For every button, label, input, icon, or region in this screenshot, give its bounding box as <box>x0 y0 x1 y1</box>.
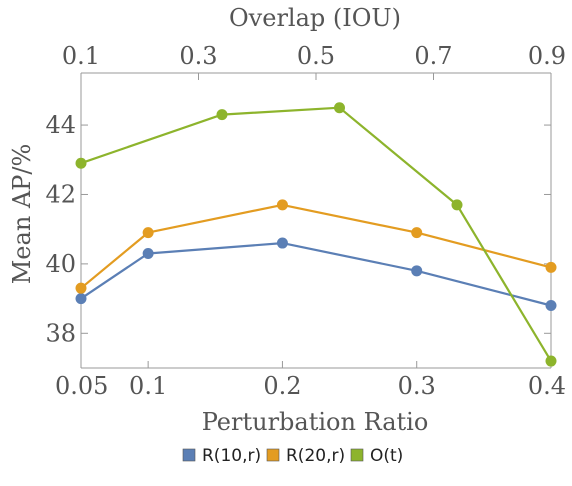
legend-label: O(t) <box>370 446 403 466</box>
data-point <box>142 227 154 239</box>
data-point <box>142 247 154 259</box>
x-tick-label: 0.3 <box>398 372 436 400</box>
legend: R(10,r) R(20,r) O(t) <box>182 446 403 466</box>
data-point <box>451 199 463 211</box>
x-tick-label: 0.4 <box>528 372 566 400</box>
top-tick-label: 0.3 <box>179 42 217 70</box>
data-point <box>334 102 345 114</box>
legend-swatch <box>266 448 280 462</box>
plot-frame <box>80 72 552 369</box>
data-point <box>75 157 87 169</box>
top-tick-label: 0.9 <box>528 42 566 70</box>
data-point <box>75 293 87 305</box>
data-point <box>276 237 288 249</box>
x-tick-label: 0.05 <box>55 372 108 400</box>
y-tick-label: 38 <box>45 319 76 347</box>
legend-swatch <box>182 448 196 462</box>
x-tick-label: 0.2 <box>263 372 301 400</box>
x-tick-label: 0.1 <box>129 372 167 400</box>
top-tick-label: 0.7 <box>414 42 452 70</box>
top-tick-label: 0.5 <box>297 42 335 70</box>
y-tick-label: 44 <box>45 111 76 139</box>
data-point <box>75 282 87 294</box>
data-point <box>545 261 557 273</box>
data-point <box>216 109 228 121</box>
legend-label: R(10,r) <box>202 446 261 466</box>
series-layer <box>75 102 557 367</box>
y-tick-label: 40 <box>45 250 76 278</box>
data-point <box>545 355 557 367</box>
data-point <box>411 227 423 239</box>
legend-swatch <box>350 448 364 462</box>
y-axis-ticks: 38 40 42 44 <box>45 111 551 347</box>
legend-label: R(20,r) <box>286 446 345 466</box>
data-point <box>276 199 288 211</box>
top-axis-ticks: 0.1 0.3 0.5 0.7 0.9 <box>62 42 566 80</box>
data-point <box>545 300 557 312</box>
x-axis-label: Perturbation Ratio <box>202 408 429 436</box>
top-tick-label: 0.1 <box>62 42 100 70</box>
x-axis-ticks: 0.05 0.1 0.2 0.3 0.4 <box>55 361 566 400</box>
y-tick-label: 42 <box>45 180 76 208</box>
top-axis-label: Overlap (IOU) <box>229 4 401 32</box>
series-line-1 <box>80 203 552 290</box>
y-axis-label: Mean AP/% <box>8 144 36 285</box>
data-point <box>411 265 423 277</box>
